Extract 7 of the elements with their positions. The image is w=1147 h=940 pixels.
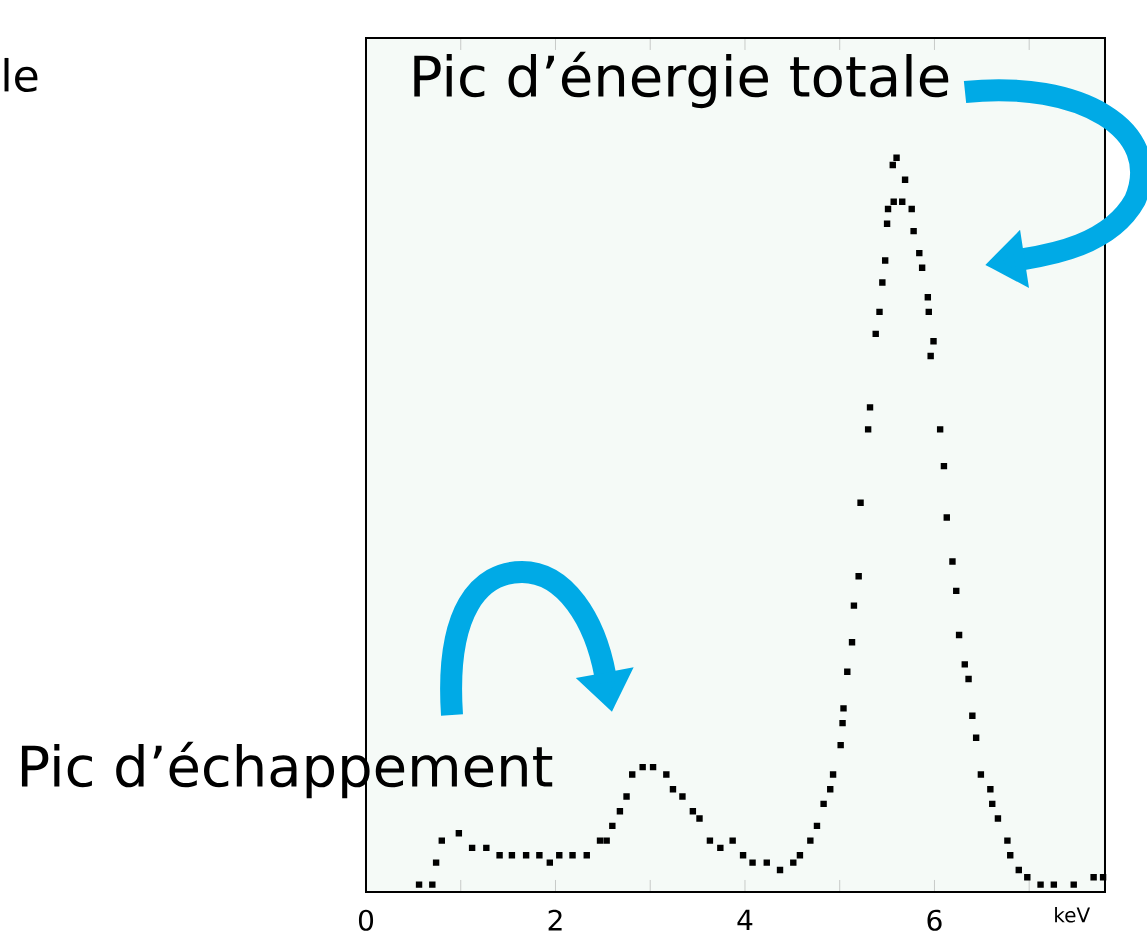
text: le xyxy=(4,57,38,93)
x-tick-label: 6 xyxy=(927,909,942,931)
x-tick-label: 2 xyxy=(548,909,562,931)
x-tick-label: 4 xyxy=(737,909,753,931)
text: Pic d’énergie totale xyxy=(414,51,949,109)
x-tick-label: 0 xyxy=(358,909,374,931)
x-axis-title: keV xyxy=(1055,906,1091,923)
